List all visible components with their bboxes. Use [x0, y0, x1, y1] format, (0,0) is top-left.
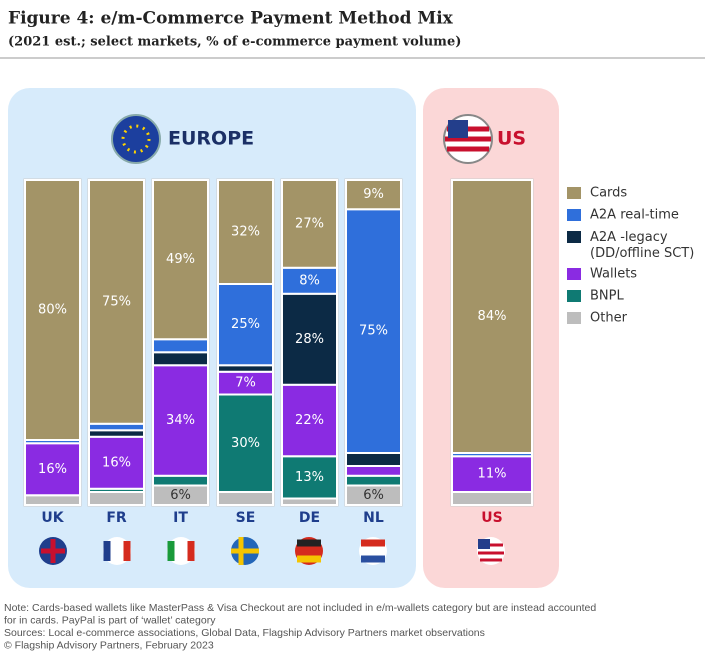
x-tick-label: SE	[236, 510, 256, 526]
x-tick-label: IT	[173, 510, 188, 526]
chart-title: Figure 4: e/m-Commerce Payment Method Mi…	[8, 9, 454, 29]
bar-segment	[152, 179, 209, 341]
legend-swatch	[567, 187, 581, 199]
bar-segment	[217, 179, 274, 285]
legend-swatch	[567, 231, 581, 243]
footnote: for in cards. PayPal is part of ‘wallet’…	[4, 614, 216, 626]
eu-flag	[111, 114, 161, 164]
bar-segment	[24, 442, 81, 497]
data-label: 34%	[166, 413, 195, 428]
legend-swatch	[567, 290, 581, 302]
legend-swatch	[567, 312, 581, 324]
bar-segment	[152, 364, 209, 477]
footnote: Note: Cards-based wallets like MasterPas…	[4, 602, 596, 614]
data-label: 75%	[359, 324, 388, 339]
region-label: US	[497, 128, 526, 150]
bar-segment	[281, 179, 338, 269]
data-label: 11%	[478, 467, 507, 482]
bar-segment	[217, 393, 274, 493]
legend-swatch	[567, 268, 581, 280]
bar-segment	[345, 179, 402, 211]
x-tick-label: NL	[363, 510, 384, 526]
data-label: 9%	[363, 187, 384, 202]
bar-segment	[217, 491, 274, 506]
legend-label: Cards	[590, 186, 627, 201]
bar-segment	[152, 338, 209, 354]
legend-label: Wallets	[590, 267, 637, 282]
data-label: 16%	[102, 455, 131, 470]
data-label: 27%	[295, 216, 324, 231]
data-label: 6%	[170, 488, 191, 503]
bar-segment	[152, 474, 209, 487]
bar-segment	[451, 491, 533, 506]
bar-segment	[451, 455, 533, 493]
data-label: 49%	[166, 252, 195, 267]
x-tick-label: US	[481, 510, 502, 526]
x-tick-label: UK	[41, 510, 64, 526]
data-label: 32%	[231, 225, 260, 240]
legend-label: A2A -legacy (DD/offline SCT)	[590, 230, 694, 261]
x-tick-label: FR	[106, 510, 127, 526]
bar-segment	[345, 208, 402, 454]
data-label: 8%	[299, 273, 320, 288]
bar-segment	[88, 491, 145, 506]
data-label: 6%	[363, 488, 384, 503]
data-label: 84%	[478, 309, 507, 324]
legend-label: Other	[590, 311, 628, 326]
data-label: 75%	[102, 294, 131, 309]
bar-segment	[345, 452, 402, 467]
bar-segment	[24, 494, 81, 506]
bar-segment	[451, 179, 533, 454]
country-flags	[39, 537, 505, 565]
bar-segment	[24, 179, 81, 441]
bar-segment	[88, 179, 145, 425]
bar-segment	[281, 292, 338, 386]
footnote: Sources: Local e-commerce associations, …	[4, 627, 485, 639]
data-label: 30%	[231, 436, 260, 451]
x-tick-label: DE	[299, 510, 320, 526]
data-label: 13%	[295, 470, 324, 485]
bar-segment	[152, 351, 209, 367]
legend-swatch	[567, 209, 581, 221]
chart-subtitle: (2021 est.; select markets, % of e-comme…	[8, 35, 461, 50]
data-label: 80%	[38, 303, 67, 318]
data-label: 25%	[231, 317, 260, 332]
legend-label: BNPL	[590, 289, 624, 304]
bar-segment	[88, 435, 145, 490]
data-label: 7%	[235, 376, 256, 391]
bar-segment	[345, 465, 402, 477]
region-label: EUROPE	[168, 128, 254, 150]
footnote: © Flagship Advisory Partners, February 2…	[4, 639, 214, 651]
data-label: 28%	[295, 332, 324, 347]
data-label: 16%	[38, 462, 67, 477]
data-label: 22%	[295, 413, 324, 428]
us-flag	[443, 114, 493, 164]
bar-segment	[345, 474, 402, 487]
legend-label: A2A real-time	[590, 208, 679, 223]
